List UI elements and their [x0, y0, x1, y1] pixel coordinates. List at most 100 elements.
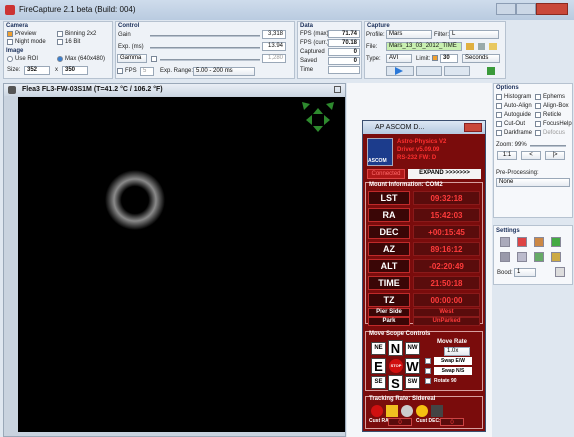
- image-width[interactable]: 352: [24, 66, 50, 75]
- folder-icon[interactable]: [466, 43, 474, 50]
- checkbox[interactable]: [7, 31, 13, 37]
- capture-profile[interactable]: Mars: [386, 30, 432, 39]
- control-rows-label[interactable]: Gamma: [117, 54, 147, 63]
- options-items: FocusHelp: [543, 121, 572, 128]
- checkbox[interactable]: [425, 358, 431, 364]
- minimize-button[interactable]: [496, 3, 516, 15]
- capture-file: Mars_13_03_2012_TIME: [386, 42, 462, 51]
- exposure-slider[interactable]: [150, 47, 260, 49]
- ascom-dirs[interactable]: STOP: [389, 359, 403, 373]
- capture-profile-label: Profile:: [366, 32, 385, 39]
- capture-limit-label: Limit:: [416, 56, 430, 63]
- export-icon[interactable]: [487, 67, 495, 75]
- checkbox[interactable]: [57, 39, 63, 45]
- gamma-slider[interactable]: [160, 59, 260, 61]
- checkbox[interactable]: [425, 378, 431, 384]
- viewer-close[interactable]: [334, 86, 341, 93]
- setting-icon[interactable]: [500, 237, 510, 247]
- element: [313, 108, 323, 114]
- radio-button[interactable]: [7, 56, 13, 62]
- ascom-dirs[interactable]: NE: [371, 342, 386, 355]
- ascom-dirs[interactable]: N: [388, 340, 403, 356]
- ascom-dirs[interactable]: NW: [405, 342, 420, 355]
- options-buttons[interactable]: |>: [545, 151, 565, 160]
- control-rows-label: Gain: [118, 32, 131, 39]
- radio-button[interactable]: [57, 56, 63, 62]
- checkbox[interactable]: [117, 68, 123, 74]
- checkbox[interactable]: [496, 103, 502, 109]
- options-buttons[interactable]: 1:1: [497, 151, 517, 160]
- checkbox[interactable]: [57, 31, 63, 37]
- checkbox[interactable]: [432, 55, 438, 61]
- setting-icon[interactable]: [551, 252, 561, 262]
- checkbox[interactable]: [496, 130, 502, 136]
- checkbox[interactable]: [535, 130, 541, 136]
- track-lunar[interactable]: [401, 405, 413, 417]
- track-custom[interactable]: [431, 405, 443, 417]
- gain-slider[interactable]: [150, 35, 260, 37]
- settings-bood-label: Bood:: [497, 270, 513, 277]
- capture-unit[interactable]: Seconds: [462, 54, 500, 63]
- ascom-connect[interactable]: Connected: [367, 169, 405, 179]
- text-field: [328, 66, 360, 74]
- setting-icon[interactable]: [517, 252, 527, 262]
- ascom-close[interactable]: [464, 123, 482, 132]
- capture-filter[interactable]: L: [449, 30, 499, 39]
- options-preproc[interactable]: None: [496, 178, 570, 187]
- pause-button[interactable]: [416, 66, 442, 76]
- capture-limit: 30: [440, 54, 458, 63]
- options-heading: Options: [496, 85, 519, 92]
- ascom-pier: West: [413, 308, 480, 317]
- checkbox[interactable]: [496, 121, 502, 127]
- image-times: x: [55, 67, 58, 74]
- setting-icon[interactable]: [534, 237, 544, 247]
- ascom-dirs[interactable]: SW: [405, 376, 420, 389]
- ascom-swaps: Swap E/W: [434, 357, 472, 365]
- move-arrows[interactable]: [300, 100, 336, 136]
- image-size-label: Size:: [7, 67, 20, 74]
- control-rows-value: 3,318: [262, 30, 286, 39]
- settings-bood[interactable]: 1: [514, 268, 536, 277]
- checkbox[interactable]: [535, 121, 541, 127]
- track-sidereal[interactable]: [386, 405, 398, 417]
- checkbox[interactable]: [535, 94, 541, 100]
- ascom-dirs[interactable]: SE: [371, 376, 386, 389]
- zoom-slider[interactable]: [530, 145, 566, 147]
- checkbox[interactable]: [7, 39, 13, 45]
- control-range[interactable]: 5.00 - 200 ms: [193, 67, 255, 76]
- capture-type-label: Type:: [366, 56, 381, 63]
- track-solar[interactable]: [416, 405, 428, 417]
- setting-icon[interactable]: [534, 252, 544, 262]
- ascom-info: Driver v5.09.09: [397, 147, 439, 154]
- ascom-dirs[interactable]: E: [371, 358, 386, 374]
- ascom-expand[interactable]: EXPAND >>>>>>>: [408, 169, 481, 179]
- checkbox[interactable]: [535, 103, 541, 109]
- ascom-dirs[interactable]: S: [388, 375, 403, 391]
- window-title: FireCapture 2.1 beta (Build: 004): [19, 5, 136, 14]
- checkbox[interactable]: [425, 368, 431, 374]
- stop-button[interactable]: [444, 66, 470, 76]
- options-items: Ephems: [543, 94, 565, 101]
- checkbox[interactable]: [496, 112, 502, 118]
- ascom-rows-label: TZ: [368, 293, 410, 307]
- element: [395, 67, 403, 75]
- checkbox[interactable]: [496, 94, 502, 100]
- checkbox[interactable]: [535, 112, 541, 118]
- capture-type[interactable]: AVI: [386, 54, 412, 63]
- setting-icon[interactable]: [555, 267, 565, 277]
- setting-icon[interactable]: [500, 252, 510, 262]
- image-height[interactable]: 350: [62, 66, 88, 75]
- close-button[interactable]: [536, 3, 568, 15]
- data-rows-value: 0: [328, 48, 360, 56]
- setting-icon[interactable]: [517, 237, 527, 247]
- track-stop[interactable]: [371, 405, 383, 417]
- options-buttons[interactable]: <: [521, 151, 541, 160]
- maximize-button[interactable]: [516, 3, 536, 15]
- checkbox[interactable]: [151, 56, 157, 62]
- setting-icon[interactable]: [551, 237, 561, 247]
- data-rows-label: Saved: [300, 58, 317, 65]
- delete-icon[interactable]: [478, 43, 485, 50]
- ascom-dirs[interactable]: W: [405, 358, 420, 374]
- open-icon[interactable]: [489, 43, 497, 50]
- ascom-rate[interactable]: 1.0x: [444, 347, 470, 356]
